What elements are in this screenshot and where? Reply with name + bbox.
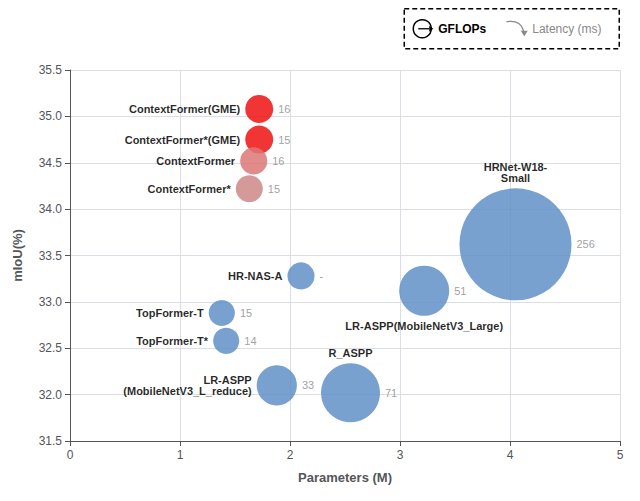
svg-text:(MobileNetV3_L_reduce): (MobileNetV3_L_reduce) [123, 385, 252, 397]
svg-text:ContextFormer: ContextFormer [156, 155, 236, 167]
svg-text:HR-NAS-A: HR-NAS-A [228, 270, 282, 282]
svg-text:71: 71 [385, 387, 397, 399]
svg-text:Latency (ms): Latency (ms) [532, 22, 601, 36]
svg-text:35.5: 35.5 [39, 63, 63, 77]
svg-text:4: 4 [507, 448, 514, 462]
svg-text:mIoU(%): mIoU(%) [10, 229, 25, 282]
svg-text:5: 5 [617, 448, 624, 462]
svg-text:LR-ASPP(MobileNetV3_Large): LR-ASPP(MobileNetV3_Large) [345, 320, 503, 332]
svg-text:Parameters (M): Parameters (M) [298, 470, 392, 485]
svg-text:33.5: 33.5 [39, 249, 63, 263]
svg-text:15: 15 [278, 134, 290, 146]
svg-text:3: 3 [397, 448, 404, 462]
svg-text:TopFormer-T: TopFormer-T [136, 307, 204, 319]
svg-text:33.0: 33.0 [39, 295, 63, 309]
svg-text:Small: Small [501, 172, 530, 184]
svg-text:51: 51 [454, 285, 466, 297]
svg-text:R_ASPP: R_ASPP [328, 347, 372, 359]
svg-text:HRNet-W18-: HRNet-W18- [483, 160, 548, 173]
svg-text:0: 0 [67, 448, 74, 462]
svg-text:34.5: 34.5 [39, 156, 63, 170]
svg-text:1: 1 [177, 448, 184, 462]
svg-text:32.0: 32.0 [39, 388, 63, 402]
svg-text:LR-ASPP: LR-ASPP [203, 373, 252, 386]
svg-text:34.0: 34.0 [39, 202, 63, 216]
svg-text:256: 256 [577, 238, 595, 250]
svg-text:15: 15 [268, 183, 280, 195]
svg-text:-: - [320, 270, 324, 282]
svg-text:14: 14 [244, 335, 256, 347]
svg-text:32.5: 32.5 [39, 341, 63, 355]
svg-text:31.5: 31.5 [39, 434, 63, 448]
svg-text:GFLOPs: GFLOPs [438, 22, 486, 36]
svg-text:ContextFormer*(GME): ContextFormer*(GME) [125, 134, 241, 146]
svg-text:35.0: 35.0 [39, 109, 63, 123]
svg-text:ContextFormer*: ContextFormer* [148, 183, 232, 195]
svg-text:16: 16 [272, 155, 284, 167]
svg-text:16: 16 [278, 103, 290, 115]
svg-text:33: 33 [302, 379, 314, 391]
svg-text:ContextFormer(GME): ContextFormer(GME) [129, 103, 241, 115]
svg-text:TopFormer-T*: TopFormer-T* [136, 335, 209, 347]
svg-text:15: 15 [240, 307, 252, 319]
svg-text:2: 2 [287, 448, 294, 462]
